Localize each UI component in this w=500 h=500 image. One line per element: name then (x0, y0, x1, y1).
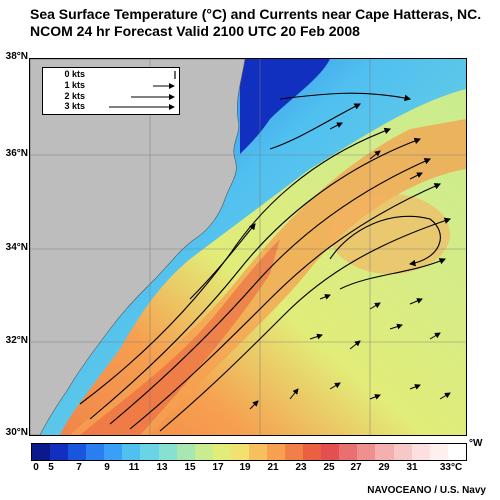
colorbar-cell (303, 444, 322, 460)
legend-label-2: 2 kts (64, 91, 85, 101)
colorbar-cell (104, 444, 123, 460)
colorbar-tick-label: 21 (267, 462, 279, 473)
colorbar-ticks: 0 5 7 9 11 13 15 17 19 21 23 25 27 29 31 33°C (31, 460, 467, 476)
title-line-1: Sea Surface Temperature (°C) and Current… (30, 6, 482, 22)
colorbar-tick-label: 9 (104, 462, 110, 473)
cold-coastal-water (240, 59, 330, 154)
credit-text: NAVOCEANO / U.S. Navy (367, 485, 486, 496)
colorbar-cell (321, 444, 340, 460)
land-mass (30, 59, 246, 435)
current-vectors (249, 122, 451, 410)
longitude-unit-label: °W (469, 438, 483, 449)
colorbar-tick-label: 5 (48, 462, 54, 473)
colorbar-cell (357, 444, 376, 460)
colorbar-tick-label: 29 (378, 462, 390, 473)
colorbar-cell (248, 444, 268, 460)
colorbar-tick-label: 17 (212, 462, 224, 473)
legend-arrows (109, 71, 176, 110)
lat-label-34: 34°N (5, 242, 28, 253)
colorbar-cell (285, 444, 304, 460)
colorbar-cell (429, 444, 448, 460)
colorbar-cell (393, 444, 412, 460)
colorbar-cell (122, 444, 141, 460)
colorbar-tick-label: 25 (323, 462, 335, 473)
graticule (30, 59, 466, 435)
colorbar-tick-label: 13 (156, 462, 168, 473)
colorbar-cell (32, 444, 51, 460)
colorbar-tick-label: 0 (33, 462, 39, 473)
colorbar-cell (267, 444, 286, 460)
colorbar-cell (447, 444, 466, 460)
colorbar-cell (194, 444, 213, 460)
colorbar-tick-label: 33°C (439, 462, 463, 473)
warm-eddy (330, 194, 450, 274)
temperature-colorbar (31, 443, 467, 461)
colorbar-cell (212, 444, 231, 460)
colorbar-cell (339, 444, 358, 460)
colorbar-cell (230, 444, 249, 460)
colorbar-cell (86, 444, 105, 460)
lat-label-30: 30°N (5, 427, 28, 438)
colorbar-tick-label: 7 (76, 462, 82, 473)
legend-label-1: 1 kts (64, 80, 85, 90)
colorbar-cell (176, 444, 195, 460)
colorbar-cell (50, 444, 69, 460)
colorbar-tick-label: 11 (128, 462, 140, 473)
colorbar-cell (158, 444, 177, 460)
lat-label-32: 32°N (5, 335, 28, 346)
title-line-2: NCOM 24 hr Forecast Valid 2100 UTC 20 Fe… (30, 23, 360, 39)
map-title: Sea Surface Temperature (°C) and Current… (30, 6, 495, 40)
sst-map-canvas (30, 59, 466, 435)
current-speed-legend: 0 kts 1 kts 2 kts 3 kts (42, 67, 180, 115)
sst-map: 0 kts 1 kts 2 kts 3 kts (29, 58, 467, 436)
lat-label-36: 36°N (5, 148, 28, 159)
colorbar-tick-label: 23 (295, 462, 307, 473)
lat-label-38: 38°N (5, 51, 28, 62)
colorbar-cell (375, 444, 394, 460)
legend-label-0: 0 kts (64, 69, 85, 79)
colorbar-tick-label: 19 (239, 462, 251, 473)
colorbar-cell (140, 444, 159, 460)
current-streamlines (79, 92, 452, 432)
colorbar-cell (411, 444, 430, 460)
colorbar-tick-label: 15 (184, 462, 196, 473)
colorbar-tick-label: 31 (406, 462, 418, 473)
colorbar-cell (68, 444, 87, 460)
legend-label-3: 3 kts (64, 101, 85, 111)
colorbar-tick-label: 27 (350, 462, 362, 473)
